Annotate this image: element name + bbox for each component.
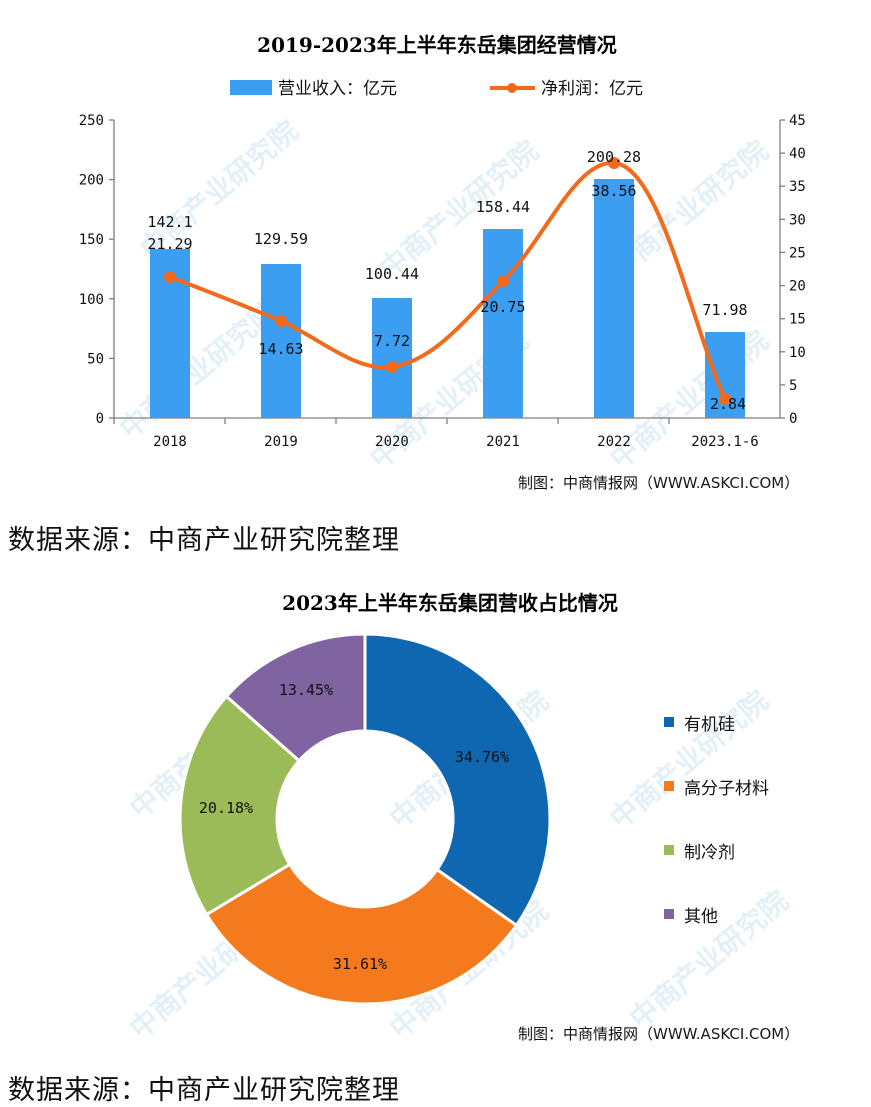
svg-text:13.45%: 13.45% xyxy=(279,681,333,699)
chart2-credit: 制图：中商情报网（WWW.ASKCI.COM） xyxy=(518,1025,800,1043)
legend-bar-swatch-icon xyxy=(230,80,272,95)
legend-line-marker-icon xyxy=(507,83,517,93)
legend-swatch-other-icon xyxy=(664,909,674,919)
slice-polymer xyxy=(204,862,519,1006)
watermark-text: 中商产业研究院 xyxy=(603,684,774,835)
slice-other xyxy=(224,632,367,763)
svg-text:100.44: 100.44 xyxy=(365,265,419,283)
chart1-legend: 营业收入：亿元 净利润：亿元 xyxy=(230,79,643,99)
source-note-2: 数据来源：中商产业研究院整理 xyxy=(8,1075,400,1106)
bar-2021 xyxy=(483,229,523,418)
svg-text:25: 25 xyxy=(789,245,806,261)
svg-text:2018: 2018 xyxy=(153,434,187,450)
svg-text:34.76%: 34.76% xyxy=(455,748,509,766)
chart2-legend: 有机硅 高分子材料 制冷剂 其他 xyxy=(664,715,769,927)
legend-bar-label: 营业收入：亿元 xyxy=(278,79,397,99)
svg-text:45: 45 xyxy=(789,113,806,129)
legend-swatch-polymer-icon xyxy=(664,781,674,791)
svg-text:5: 5 xyxy=(789,378,797,394)
svg-text:0: 0 xyxy=(96,411,104,427)
chart1-line-value-labels: 21.29 14.63 7.72 20.75 38.56 2.84 xyxy=(147,182,746,413)
svg-text:2019: 2019 xyxy=(264,434,298,450)
svg-text:30: 30 xyxy=(789,212,806,228)
credit-url-link[interactable]: WWW.ASKCI.COM xyxy=(653,1025,785,1043)
bar-2019 xyxy=(261,264,301,418)
svg-text:2.84: 2.84 xyxy=(710,395,746,413)
credit-url-link[interactable]: WWW.ASKCI.COM xyxy=(653,474,785,492)
legend-swatch-refrigerant-icon xyxy=(664,845,674,855)
svg-text:14.63: 14.63 xyxy=(258,340,303,358)
svg-text:250: 250 xyxy=(79,113,104,129)
svg-text:40: 40 xyxy=(789,146,806,162)
bar-2022 xyxy=(594,179,634,418)
source-note-1: 数据来源：中商产业研究院整理 xyxy=(8,525,400,556)
svg-text:2020: 2020 xyxy=(375,434,409,450)
svg-text:150: 150 xyxy=(79,232,104,248)
slice-refrigerant xyxy=(178,694,302,917)
svg-text:21.29: 21.29 xyxy=(147,235,192,253)
chart1-line-markers xyxy=(164,157,731,405)
chart2-slice-labels: 34.76% 31.61% 20.18% 13.45% xyxy=(199,681,509,973)
chart1-bars xyxy=(150,179,745,418)
legend-label-refrigerant: 制冷剂 xyxy=(684,843,735,863)
bar-2020 xyxy=(372,298,412,418)
legend-line-label: 净利润：亿元 xyxy=(541,79,643,99)
svg-text:20: 20 xyxy=(789,279,806,295)
svg-text:50: 50 xyxy=(87,351,104,367)
svg-text:2023.1-6: 2023.1-6 xyxy=(691,434,758,450)
svg-text:20.75: 20.75 xyxy=(480,298,525,316)
svg-text:38.56: 38.56 xyxy=(591,182,636,200)
chart1-title: 2019-2023年上半年东岳集团经营情况 xyxy=(257,33,617,57)
watermark-text: 中商产业研究院 xyxy=(113,294,284,445)
chart1-right-axis-labels: 45 40 35 30 25 20 15 10 5 0 xyxy=(789,113,806,427)
legend-label-silicone: 有机硅 xyxy=(684,715,735,735)
legend-swatch-silicone-icon xyxy=(664,717,674,727)
svg-text:31.61%: 31.61% xyxy=(333,955,387,973)
svg-text:100: 100 xyxy=(79,292,104,308)
svg-text:129.59: 129.59 xyxy=(254,230,308,248)
svg-text:10: 10 xyxy=(789,345,806,361)
svg-text:200.28: 200.28 xyxy=(587,148,641,166)
svg-text:142.1: 142.1 xyxy=(147,213,192,231)
chart2-title: 2023年上半年东岳集团营收占比情况 xyxy=(282,591,618,615)
svg-text:71.98: 71.98 xyxy=(702,301,747,319)
slice-silicone xyxy=(363,632,552,928)
legend-label-other: 其他 xyxy=(684,907,718,927)
chart1-bar-value-labels: 142.1 129.59 100.44 158.44 200.28 71.98 xyxy=(147,148,747,319)
chart1-axes xyxy=(109,119,785,424)
svg-text:7.72: 7.72 xyxy=(374,332,410,350)
legend-label-polymer: 高分子材料 xyxy=(684,779,769,799)
svg-text:158.44: 158.44 xyxy=(476,198,530,216)
chart2-donut xyxy=(178,632,552,1006)
svg-text:2021: 2021 xyxy=(486,434,520,450)
chart1-left-axis-labels: 250 200 150 100 50 0 xyxy=(79,113,104,427)
svg-text:35: 35 xyxy=(789,179,806,195)
svg-text:0: 0 xyxy=(789,411,797,427)
svg-text:15: 15 xyxy=(789,312,806,328)
svg-text:20.18%: 20.18% xyxy=(199,799,253,817)
svg-text:200: 200 xyxy=(79,173,104,189)
svg-text:2022: 2022 xyxy=(597,434,631,450)
chart1-credit: 制图：中商情报网（WWW.ASKCI.COM） xyxy=(518,474,800,492)
chart1-x-axis-labels: 2018 2019 2020 2021 2022 2023.1-6 xyxy=(153,434,759,450)
